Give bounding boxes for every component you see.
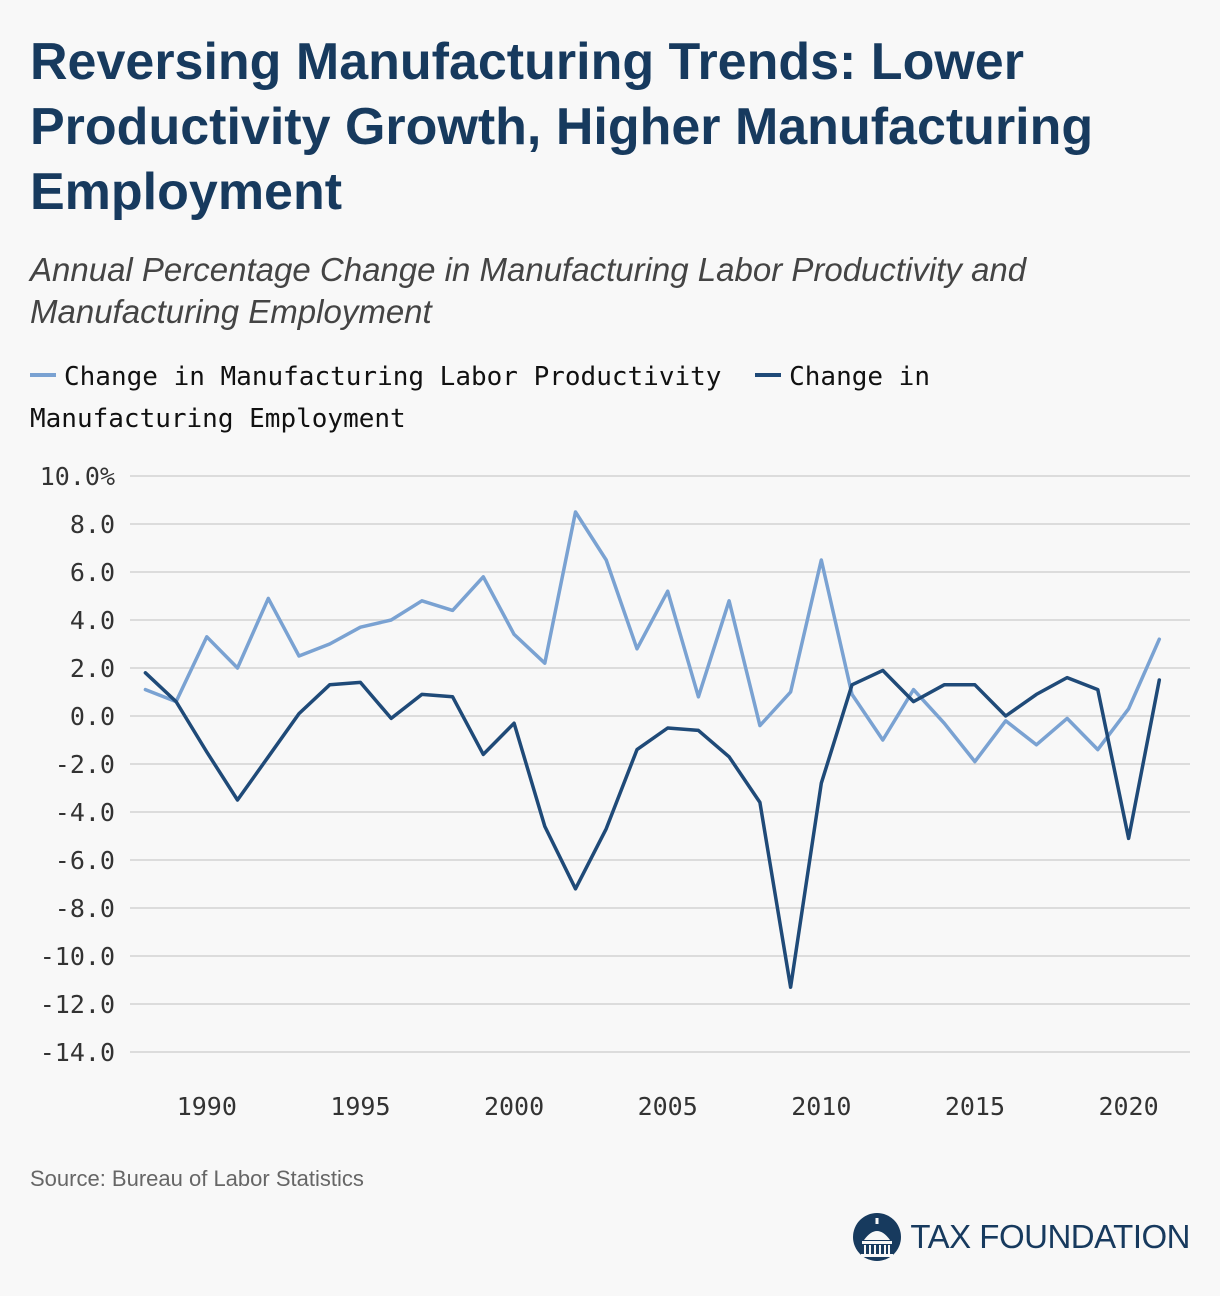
x-tick-label: 2005 — [638, 1092, 698, 1121]
y-tick-label: 0.0 — [70, 702, 115, 731]
chart-subtitle: Annual Percentage Change in Manufacturin… — [30, 251, 1027, 330]
y-tick-label: 8.0 — [70, 510, 115, 539]
y-tick-label: 4.0 — [70, 606, 115, 635]
y-tick-label: -4.0 — [55, 798, 115, 827]
series-line-employment — [143, 668, 1162, 989]
legend-entry-productivity: Change in Manufacturing Labor Productivi… — [30, 362, 721, 392]
series-lines — [143, 510, 1162, 989]
y-axis-tick-labels: 10.0% 8.0 6.0 4.0 2.0 0.0 -2.0 -4.0 -6.0 -8.0 -10.… — [40, 462, 115, 1067]
y-tick-label: -2.0 — [55, 750, 115, 779]
series-line-productivity — [143, 510, 1162, 764]
y-tick-label: 6.0 — [70, 558, 115, 587]
legend-label-employment: Change in Manufacturing Employment — [30, 362, 930, 434]
legend: Change in Manufacturing Labor Productivi… — [30, 356, 1030, 440]
x-tick-label: 2010 — [791, 1092, 851, 1121]
y-tick-label: -6.0 — [55, 846, 115, 875]
x-tick-label: 1995 — [330, 1092, 390, 1121]
x-tick-label: 2015 — [945, 1092, 1005, 1121]
source-note: Source: Bureau of Labor Statistics — [30, 1166, 364, 1191]
y-tick-label: -10.0 — [40, 942, 115, 971]
legend-entry-employment: Change in Manufacturing Employment — [30, 362, 930, 434]
y-tick-label: 10.0% — [40, 462, 115, 491]
y-tick-label: -8.0 — [55, 894, 115, 923]
x-tick-label: 2000 — [484, 1092, 544, 1121]
x-tick-label: 1990 — [177, 1092, 237, 1121]
line-chart: 10.0% 8.0 6.0 4.0 2.0 0.0 -2.0 -4.0 -6.0 -8.0 -10.… — [40, 462, 1190, 1121]
capitol-dome-icon — [853, 1213, 902, 1261]
x-axis-tick-labels: 1990 1995 2000 2005 2010 2015 2020 — [177, 1092, 1159, 1121]
legend-label-productivity: Change in Manufacturing Labor Productivi… — [64, 362, 722, 392]
brand-name: TAX FOUNDATION — [910, 1218, 1190, 1255]
x-tick-label: 2020 — [1098, 1092, 1158, 1121]
grid-lines — [130, 475, 1190, 1053]
y-tick-label: -12.0 — [40, 990, 115, 1019]
legend-swatch-productivity — [30, 372, 56, 377]
y-tick-label: 2.0 — [70, 654, 115, 683]
tax-foundation-logo: TAX FOUNDATION — [852, 1212, 1190, 1262]
chart-title: Reversing Manufacturing Trends: Lower Pr… — [30, 33, 1094, 221]
y-tick-label: -14.0 — [40, 1038, 115, 1067]
legend-swatch-employment — [755, 372, 782, 377]
